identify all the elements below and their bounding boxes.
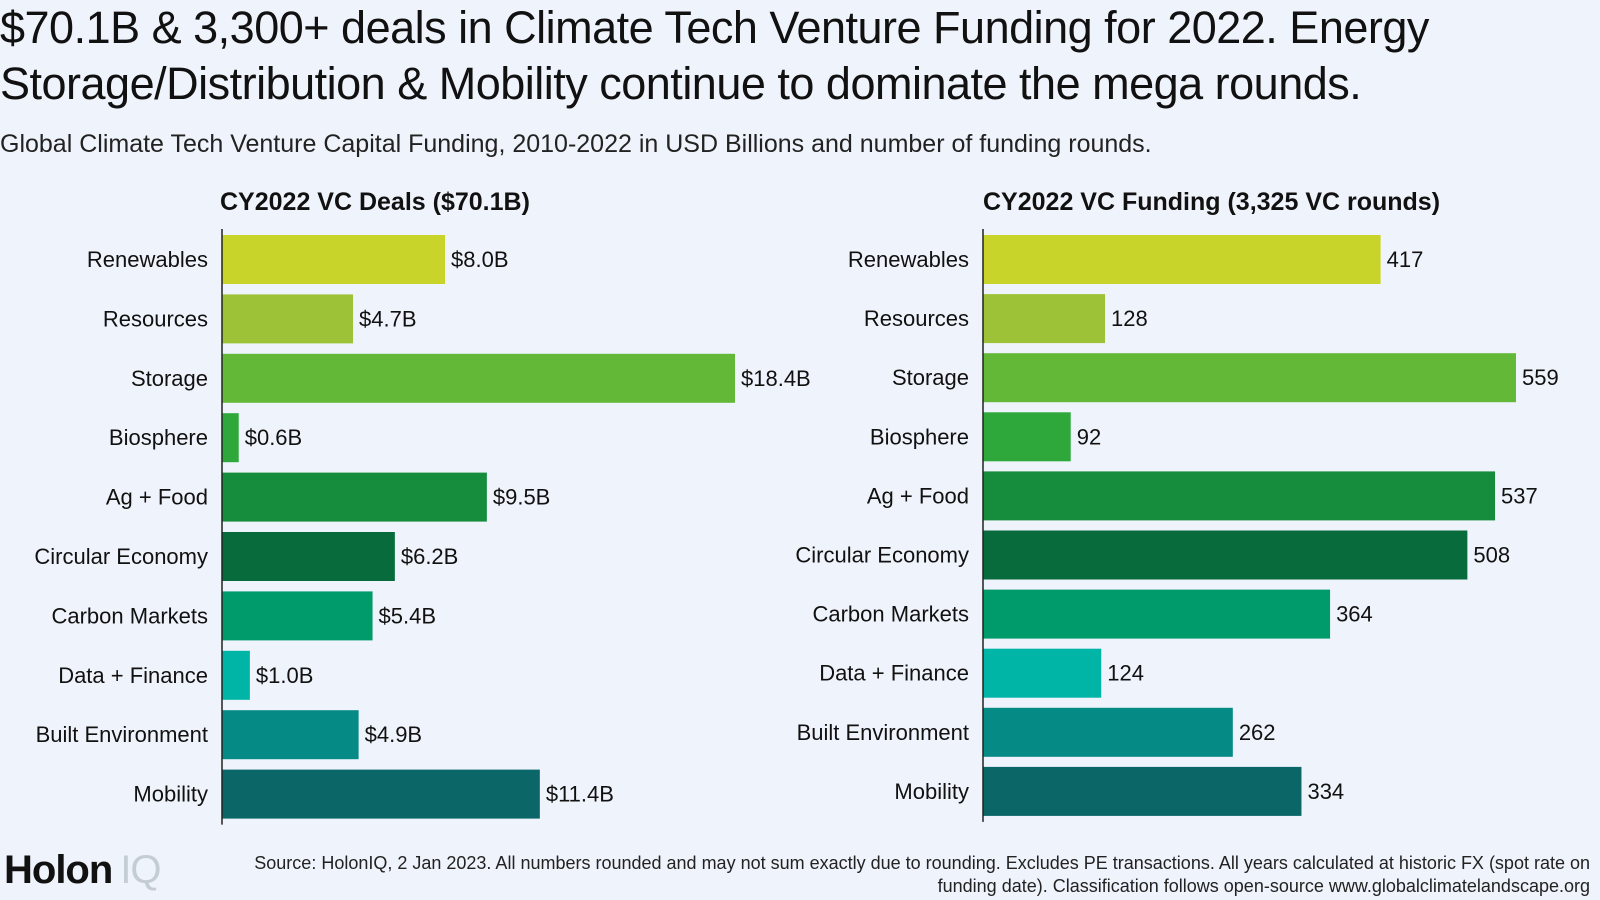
left-bar-data-finance	[222, 650, 250, 700]
right-bar-biosphere	[983, 412, 1071, 462]
right-bar-circular-economy	[983, 530, 1468, 580]
right-bar-ag-food	[983, 471, 1496, 521]
left-bar-renewables	[222, 235, 446, 284]
right-category-label: Mobility	[894, 779, 969, 804]
right-value-label: 128	[1111, 306, 1148, 331]
left-chart-title: CY2022 VC Deals ($70.1B)	[220, 188, 530, 216]
left-category-label: Renewables	[87, 247, 208, 272]
right-value-label: 364	[1336, 602, 1373, 627]
left-category-label: Ag + Food	[106, 485, 208, 510]
right-value-label: 334	[1307, 779, 1344, 804]
logo-holon: Holon	[4, 848, 113, 892]
right-bar-storage	[983, 353, 1516, 403]
left-value-label: $11.4B	[546, 782, 614, 807]
left-category-label: Circular Economy	[34, 544, 208, 569]
right-category-label: Built Environment	[797, 720, 969, 745]
left-value-label: $0.6B	[245, 425, 303, 450]
right-bar-resources	[983, 294, 1106, 344]
right-category-label: Biosphere	[870, 424, 969, 449]
left-category-label: Storage	[131, 366, 208, 391]
left-category-label: Resources	[103, 306, 208, 331]
left-value-label: $4.7B	[359, 306, 417, 331]
right-value-label: 508	[1473, 543, 1510, 568]
right-bar-built-environment	[983, 707, 1233, 757]
left-bar-biosphere	[222, 413, 239, 463]
right-value-label: 124	[1107, 661, 1144, 686]
left-bar-ag-food	[222, 472, 487, 522]
right-bar-renewables	[983, 235, 1381, 284]
left-category-label: Carbon Markets	[51, 603, 208, 628]
right-category-label: Carbon Markets	[812, 602, 969, 627]
holoniq-logo: Holon IQ	[4, 848, 162, 892]
page-subtitle: Global Climate Tech Venture Capital Fund…	[0, 130, 1152, 158]
right-category-label: Storage	[892, 365, 969, 390]
right-value-label: 417	[1387, 247, 1424, 272]
right-bar-data-finance	[983, 648, 1102, 698]
right-category-label: Renewables	[848, 247, 969, 272]
left-bar-storage	[222, 353, 735, 403]
right-category-label: Ag + Food	[867, 483, 969, 508]
right-category-label: Resources	[864, 306, 969, 331]
source-note: Source: HolonIQ, 2 Jan 2023. All numbers…	[254, 853, 1590, 896]
left-category-label: Biosphere	[109, 425, 208, 450]
left-value-label: $5.4B	[379, 603, 437, 628]
right-bar-mobility	[983, 766, 1302, 816]
right-value-label: 559	[1522, 365, 1559, 390]
left-category-label: Mobility	[133, 782, 208, 807]
right-category-label: Circular Economy	[795, 543, 969, 568]
left-bar-circular-economy	[222, 532, 395, 581]
logo-iq: IQ	[120, 848, 161, 892]
left-value-label: $18.4B	[741, 366, 811, 391]
left-value-label: $8.0B	[451, 247, 509, 272]
left-category-label: Data + Finance	[58, 663, 208, 688]
left-value-label: $6.2B	[401, 544, 459, 569]
right-value-label: 537	[1501, 483, 1538, 508]
right-chart-title: CY2022 VC Funding (3,325 VC rounds)	[983, 188, 1441, 216]
left-bar-carbon-markets	[222, 591, 373, 641]
left-bar-built-environment	[222, 710, 359, 760]
right-value-label: 92	[1077, 424, 1101, 449]
left-value-label: $9.5B	[493, 485, 551, 510]
left-value-label: $4.9B	[365, 722, 423, 747]
right-category-label: Data + Finance	[819, 661, 969, 686]
left-bar-mobility	[222, 769, 540, 819]
left-bar-resources	[222, 294, 354, 344]
left-category-label: Built Environment	[36, 722, 208, 747]
page-title: $70.1B & 3,300+ deals in Climate Tech Ve…	[0, 2, 1429, 109]
right-bar-carbon-markets	[983, 589, 1331, 639]
right-value-label: 262	[1239, 720, 1276, 745]
left-value-label: $1.0B	[256, 663, 314, 688]
